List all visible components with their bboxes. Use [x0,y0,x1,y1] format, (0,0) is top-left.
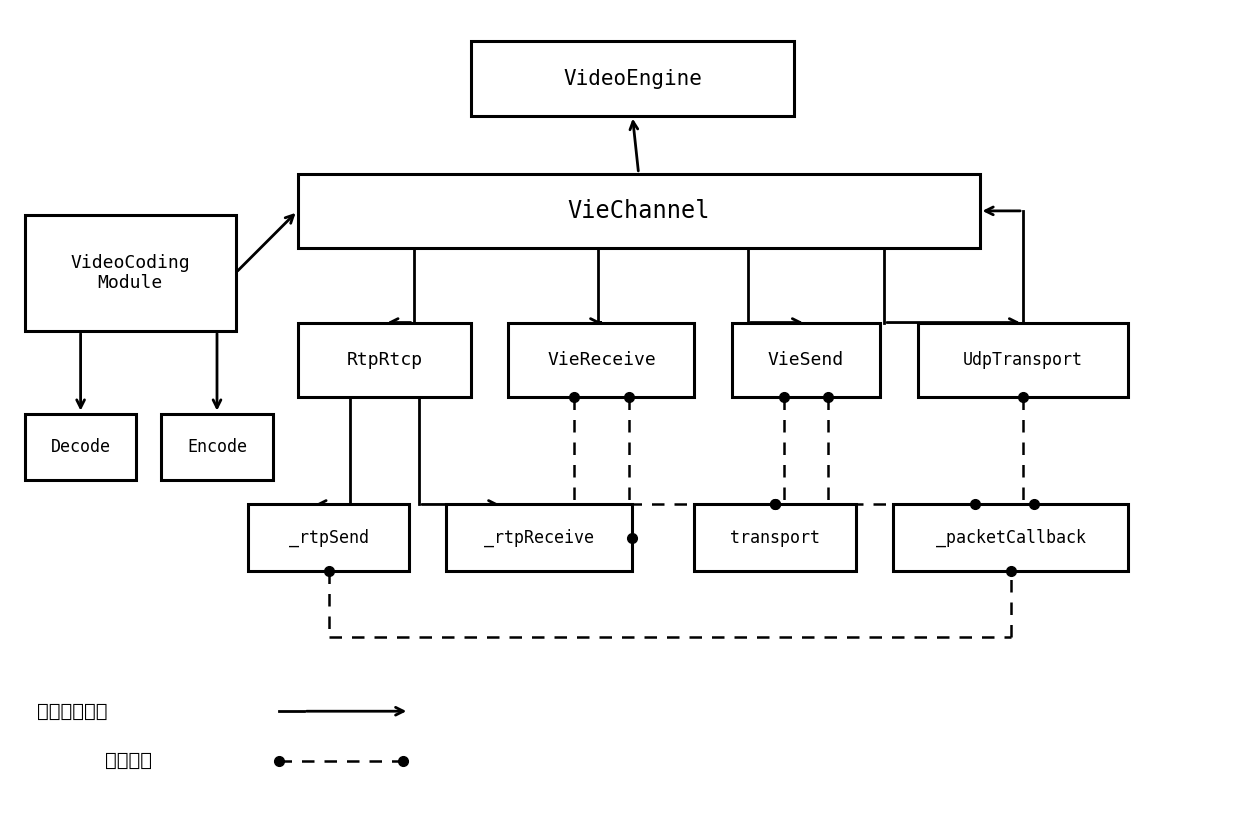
Text: 注：直接关联: 注：直接关联 [37,702,108,720]
FancyBboxPatch shape [161,414,273,480]
FancyBboxPatch shape [298,323,471,397]
FancyBboxPatch shape [471,41,794,116]
Text: _packetCallback: _packetCallback [936,528,1085,547]
Text: Decode: Decode [51,437,110,456]
FancyBboxPatch shape [694,504,856,571]
FancyBboxPatch shape [732,323,880,397]
FancyBboxPatch shape [25,215,236,331]
Text: RtpRtcp: RtpRtcp [346,351,423,369]
Text: VieSend: VieSend [768,351,844,369]
Text: VideoCoding
Module: VideoCoding Module [71,254,190,292]
Text: _rtpSend: _rtpSend [289,528,368,547]
Text: _rtpReceive: _rtpReceive [485,528,594,547]
Text: transport: transport [730,528,820,547]
Text: VideoEngine: VideoEngine [563,69,702,88]
FancyBboxPatch shape [248,504,409,571]
FancyBboxPatch shape [508,323,694,397]
FancyBboxPatch shape [918,323,1128,397]
FancyBboxPatch shape [25,414,136,480]
Text: 间接关联: 间接关联 [105,752,153,770]
FancyBboxPatch shape [446,504,632,571]
Text: VieReceive: VieReceive [547,351,656,369]
Text: Encode: Encode [187,437,247,456]
Text: UdpTransport: UdpTransport [963,351,1083,369]
Text: VieChannel: VieChannel [568,198,709,223]
FancyBboxPatch shape [893,504,1128,571]
FancyBboxPatch shape [298,174,980,248]
